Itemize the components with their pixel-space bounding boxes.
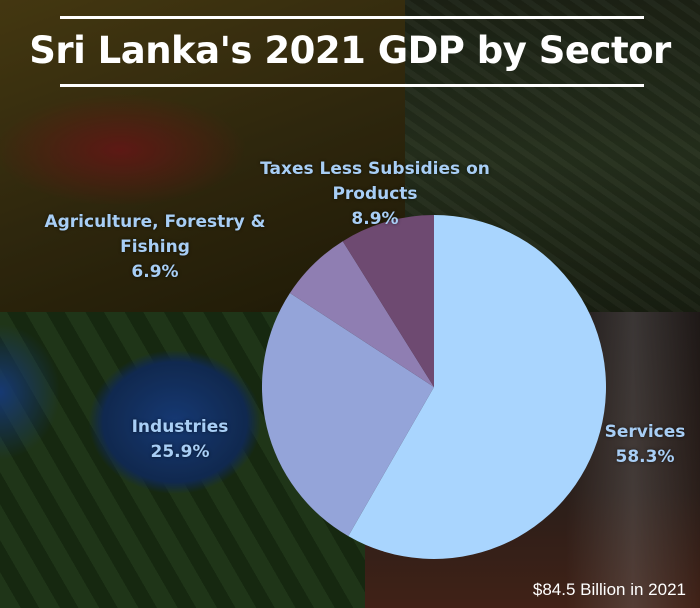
value-label-taxes: 8.9%	[351, 209, 399, 229]
value-label-services: 58.3%	[615, 447, 675, 467]
title-rule-bottom	[60, 84, 644, 87]
slice-services	[348, 215, 606, 559]
slice-label-services: Services 58.3%	[595, 420, 695, 470]
category-label-taxes: Taxes Less Subsidies on Products	[260, 159, 490, 204]
slice-label-industries: Industries 25.9%	[120, 415, 240, 465]
slice-label-agriculture: Agriculture, Forestry & Fishing 6.9%	[15, 210, 295, 285]
chart-title: Sri Lanka's 2021 GDP by Sector	[29, 29, 671, 72]
title-rule-top	[60, 16, 644, 19]
category-label-services: Services	[604, 422, 686, 442]
category-label-industries: Industries	[131, 417, 229, 437]
slice-label-taxes: Taxes Less Subsidies on Products 8.9%	[230, 157, 520, 232]
value-label-agriculture: 6.9%	[131, 262, 179, 282]
slice-industries	[261, 293, 434, 537]
slice-taxes	[342, 215, 434, 387]
category-label-agriculture: Agriculture, Forestry & Fishing	[44, 212, 266, 257]
gdp-total-annotation: $84.5 Billion in 2021	[532, 580, 686, 599]
slice-agriculture	[289, 241, 434, 387]
value-label-industries: 25.9%	[150, 442, 210, 462]
